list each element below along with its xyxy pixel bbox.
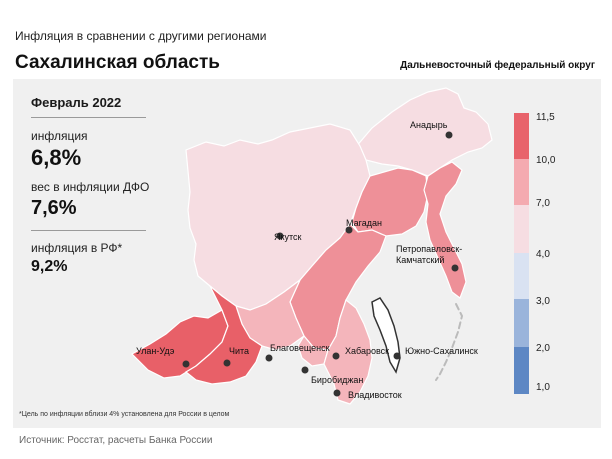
legend-tick: 2,0: [536, 343, 550, 354]
city-label: Чита: [229, 346, 249, 356]
city-marker: [345, 226, 353, 234]
region-magadan: [351, 167, 429, 237]
city-label: Магадан: [346, 218, 382, 228]
legend-tick: 10,0: [536, 155, 556, 166]
legend-segment: [514, 299, 529, 347]
city-label: Улан-Удэ: [136, 346, 175, 356]
legend-segment: [514, 347, 529, 394]
city-marker: [276, 232, 284, 240]
city-marker: [445, 131, 453, 139]
legend-tick: 1,0: [536, 382, 550, 393]
source-note: Источник: Росстат, расчеты Банка России: [19, 435, 213, 446]
city-label: Хабаровск: [345, 346, 389, 356]
city-label: Биробиджан: [311, 375, 363, 385]
chart-subtitle: Инфляция в сравнении с другими регионами: [15, 29, 267, 43]
legend-tick: 7,0: [536, 198, 550, 209]
weight-value: 7,6%: [31, 197, 77, 219]
city-marker: [451, 264, 459, 272]
city-marker: [301, 366, 309, 374]
city-marker: [332, 352, 340, 360]
region-title: Сахалинская область: [15, 52, 220, 73]
stat-period: Февраль 2022: [31, 95, 122, 110]
legend-tick: 4,0: [536, 249, 550, 260]
legend-segment: [514, 113, 529, 159]
city-marker: [182, 360, 190, 368]
district-label: Дальневосточный федеральный округ: [400, 60, 595, 71]
city-label: Благовещенск: [270, 343, 330, 353]
city-label: Южно-Сахалинск: [405, 346, 478, 356]
legend-segment: [514, 205, 529, 253]
city-marker: [393, 352, 401, 360]
legend-segment: [514, 253, 529, 299]
region-chukotka: [354, 87, 493, 177]
region-primorsky: [323, 298, 373, 405]
city-label: Камчатский: [396, 255, 444, 265]
footnote: *Цель по инфляции вблизи 4% установлена …: [19, 411, 230, 418]
city-label: Владивосток: [348, 390, 402, 400]
rf-inflation-label: инфляция в РФ*: [31, 241, 123, 255]
city-marker: [223, 359, 231, 367]
region-sakhalin: [371, 297, 401, 374]
region-jewish-ao: [297, 334, 329, 367]
weight-label: вес в инфляции ДФО: [31, 180, 150, 194]
city-layer: Анадырь Якутск Магадан Петропавловск-Камчат…: [136, 120, 478, 400]
region-kurils: [435, 303, 464, 381]
city-marker: [265, 354, 273, 362]
region-kamchatka: [423, 161, 467, 299]
stats-divider: [31, 117, 146, 118]
stats-divider-2: [31, 230, 146, 231]
legend-tick: 3,0: [536, 296, 550, 307]
legend-scale: [514, 113, 529, 394]
inflation-value: 6,8%: [31, 145, 82, 170]
city-label: Якутск: [274, 232, 302, 242]
city-label: Анадырь: [410, 120, 448, 130]
legend-tick: 11,5: [536, 112, 555, 123]
region-zabaykalsky: [184, 285, 263, 385]
legend-segment: [514, 159, 529, 205]
inflation-label: инфляция: [31, 129, 88, 143]
city-label: Петропавловск-: [396, 244, 462, 254]
city-marker: [333, 389, 341, 397]
rf-inflation-value: 9,2%: [31, 258, 68, 275]
